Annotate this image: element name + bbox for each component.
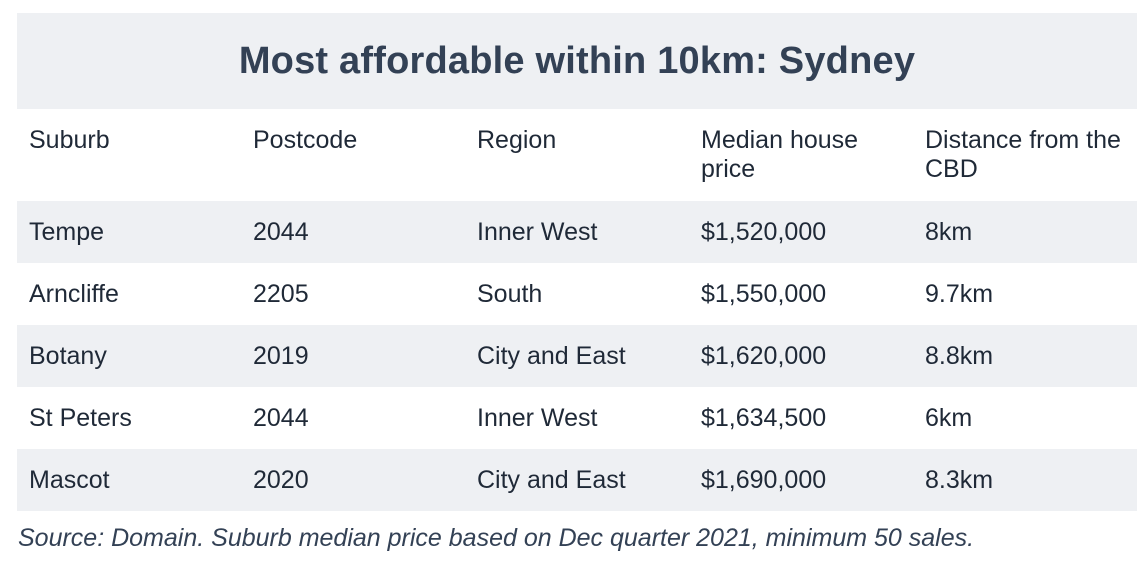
cell-distance: 8.3km [925,465,994,494]
cell-median-price: $1,620,000 [701,341,827,370]
header-suburb: Suburb [29,126,110,154]
cell-suburb: St Peters [29,403,132,432]
cell-distance: 6km [925,403,973,432]
table-row: Arncliffe 2205 South $1,550,000 9.7km [17,263,1137,325]
table-row: St Peters 2044 Inner West $1,634,500 6km [17,387,1137,449]
cell-postcode: 2019 [253,341,309,370]
cell-median-price: $1,634,500 [701,403,827,432]
cell-median-price: $1,520,000 [701,217,827,246]
cell-postcode: 2044 [253,217,309,246]
table-row: Botany 2019 City and East $1,620,000 8.8… [17,325,1137,387]
cell-suburb: Tempe [29,217,105,246]
cell-region: South [477,279,543,308]
cell-suburb: Mascot [29,465,110,494]
table-row: Tempe 2044 Inner West $1,520,000 8km [17,201,1137,263]
table-row: Mascot 2020 City and East $1,690,000 8.3… [17,449,1137,511]
cell-postcode: 2205 [253,279,309,308]
header-median-price: Median house price [701,126,859,183]
cell-distance: 8km [925,217,973,246]
affordable-suburbs-card: Most affordable within 10km: Sydney Subu… [17,13,1137,511]
cell-median-price: $1,690,000 [701,465,827,494]
cell-region: Inner West [477,217,598,246]
suburbs-table: Suburb Postcode Region Median house pric… [17,109,1137,511]
cell-postcode: 2044 [253,403,309,432]
cell-suburb: Arncliffe [29,279,119,308]
cell-region: City and East [477,341,626,370]
table-title: Most affordable within 10km: Sydney [238,39,916,82]
header-row: Suburb Postcode Region Median house pric… [17,109,1137,201]
table-header: Suburb Postcode Region Median house pric… [17,109,1137,201]
header-region: Region [477,126,557,154]
source-note: Source: Domain. Suburb median price base… [18,524,975,552]
table-title-bar: Most affordable within 10km: Sydney [17,13,1137,109]
header-distance: Distance from the CBD [925,126,1121,183]
header-postcode: Postcode [253,126,358,154]
cell-median-price: $1,550,000 [701,279,827,308]
cell-distance: 8.8km [925,341,994,370]
cell-suburb: Botany [29,341,107,370]
cell-region: Inner West [477,403,598,432]
cell-region: City and East [477,465,626,494]
cell-postcode: 2020 [253,465,309,494]
cell-distance: 9.7km [925,279,994,308]
table-body: Tempe 2044 Inner West $1,520,000 8km Arn… [17,201,1137,511]
